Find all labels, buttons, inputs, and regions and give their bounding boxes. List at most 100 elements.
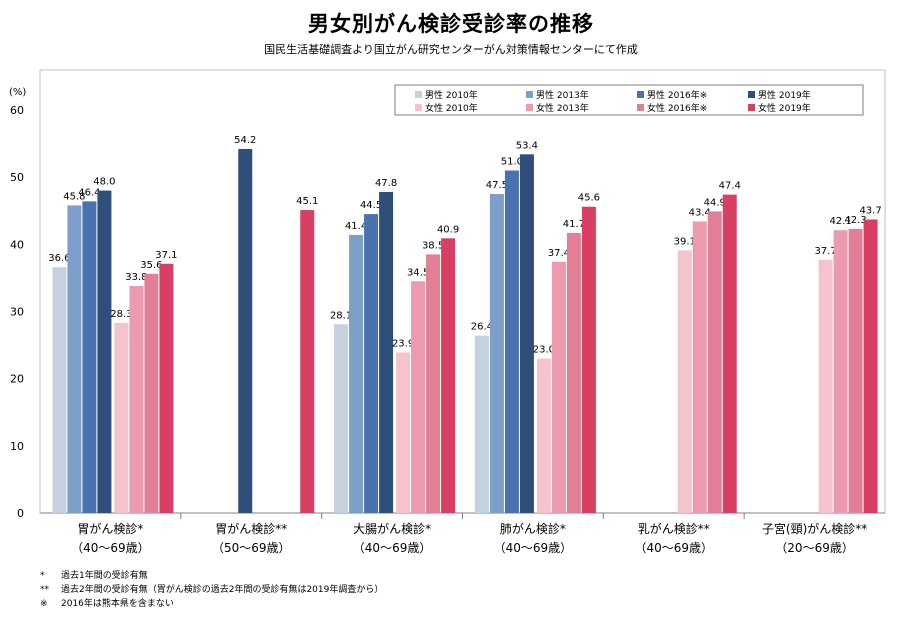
data-label: 26.4	[471, 322, 493, 333]
bar	[818, 259, 833, 513]
bar	[114, 322, 129, 513]
bar	[238, 148, 253, 513]
category-age-range: （40〜69歳）	[494, 541, 573, 555]
y-axis-unit-label: (%)	[9, 87, 26, 98]
bar	[863, 219, 878, 513]
data-label: 39.1	[674, 236, 696, 247]
data-label: 41.7	[563, 219, 585, 230]
data-label: 28.1	[330, 310, 352, 321]
legend-box	[394, 84, 864, 116]
legend-label: 女性 2010年	[425, 102, 478, 114]
bar	[97, 190, 112, 513]
legend-swatch	[637, 104, 644, 111]
data-label: 33.8	[125, 272, 147, 283]
data-label: 43.7	[859, 205, 881, 216]
legend-swatch	[748, 104, 755, 111]
footnote-3-text: 2016年は熊本県を含まない	[61, 599, 174, 609]
footnote-3-mark: ※	[40, 599, 48, 609]
legend-label: 男性 2010年	[425, 89, 478, 101]
bar	[848, 228, 863, 513]
category-label: 乳がん検診**	[638, 521, 710, 536]
bar	[396, 352, 411, 513]
y-tick-label: 20	[10, 373, 24, 386]
data-label: 47.4	[719, 181, 741, 192]
legend-label: 女性 2019年	[758, 102, 811, 114]
category-label: 大腸がん検診*	[353, 521, 431, 536]
legend-label: 女性 2013年	[536, 102, 589, 114]
category-label: 肺がん検診*	[500, 521, 566, 536]
data-label: 23.9	[392, 338, 414, 349]
data-label: 36.6	[48, 253, 70, 264]
bar	[159, 263, 174, 513]
footnote-2: ** 過去2年間の受診有無（胃がん検診の過去2年間の受診有無は2019年調査から）	[40, 582, 383, 595]
chart-subtitle: 国民生活基礎調査より国立がん研究センターがん対策情報センターにて作成	[264, 43, 638, 56]
footnote-3: ※ 2016年は熊本県を含まない	[40, 596, 174, 609]
data-label: 44.5	[360, 200, 382, 211]
footnote-2-mark: **	[40, 585, 49, 595]
bar	[504, 170, 519, 513]
chart-title: 男女別がん検診受診率の推移	[308, 12, 594, 36]
data-label: 40.9	[437, 224, 459, 235]
y-tick-label: 50	[10, 171, 24, 184]
data-label: 45.6	[578, 193, 600, 204]
data-label: 42.3	[844, 215, 866, 226]
data-label: 45.8	[63, 191, 85, 202]
data-label: 48.0	[93, 177, 115, 188]
legend-label: 男性 2013年	[536, 89, 589, 101]
data-label: 43.4	[689, 207, 711, 218]
y-tick-label: 30	[10, 306, 24, 319]
legend-swatch	[415, 91, 422, 98]
category-age-range: （40〜69歳）	[353, 541, 432, 555]
data-label: 54.2	[234, 135, 256, 146]
data-label: 37.7	[814, 246, 836, 257]
category-age-range: （20〜69歳）	[775, 541, 854, 555]
bar	[692, 221, 707, 513]
data-label: 42.1	[829, 216, 851, 227]
footnote-1-mark: *	[40, 571, 45, 581]
data-label: 47.8	[375, 178, 397, 189]
bar	[426, 254, 441, 514]
y-tick-label: 0	[17, 507, 24, 520]
data-label: 41.4	[345, 221, 367, 232]
bar	[551, 261, 566, 513]
category-age-range: （40〜69歳）	[634, 541, 713, 555]
data-label: 37.1	[155, 250, 177, 261]
data-label: 47.5	[486, 180, 508, 191]
data-label: 45.1	[296, 196, 318, 207]
data-label: 37.4	[548, 248, 570, 259]
category-label: 子宮(頸)がん検診**	[762, 521, 867, 536]
category-label: 胃がん検診*	[77, 521, 143, 536]
bar	[364, 214, 379, 513]
bar	[67, 205, 82, 514]
bar	[677, 250, 692, 513]
y-tick-label: 10	[10, 440, 24, 453]
data-label: 44.9	[704, 197, 726, 208]
bar	[82, 201, 97, 513]
legend-swatch	[748, 91, 755, 98]
bar	[722, 194, 737, 513]
data-label: 51.0	[501, 156, 523, 167]
category-age-range: （50〜69歳）	[212, 541, 291, 555]
bar	[379, 191, 394, 513]
data-label: 35.6	[140, 260, 162, 271]
bar	[707, 211, 722, 513]
bar	[300, 210, 315, 513]
data-label: 53.4	[516, 140, 538, 151]
legend-label: 男性 2016年※	[647, 89, 707, 101]
bar	[519, 154, 534, 513]
category-label: 胃がん検診**	[215, 521, 287, 536]
bar	[129, 285, 144, 513]
category-age-range: （40〜69歳）	[71, 541, 150, 555]
bar	[52, 267, 67, 513]
bar	[566, 232, 581, 514]
legend-label: 男性 2019年	[758, 89, 811, 101]
data-label: 23.0	[533, 345, 555, 356]
legend-swatch	[415, 104, 422, 111]
bar	[489, 193, 504, 514]
data-label: 46.4	[78, 187, 100, 198]
bar	[349, 234, 364, 513]
footnote-1: * 過去1年間の受診有無	[40, 568, 148, 581]
bar	[144, 273, 159, 513]
data-label: 38.5	[422, 240, 444, 251]
